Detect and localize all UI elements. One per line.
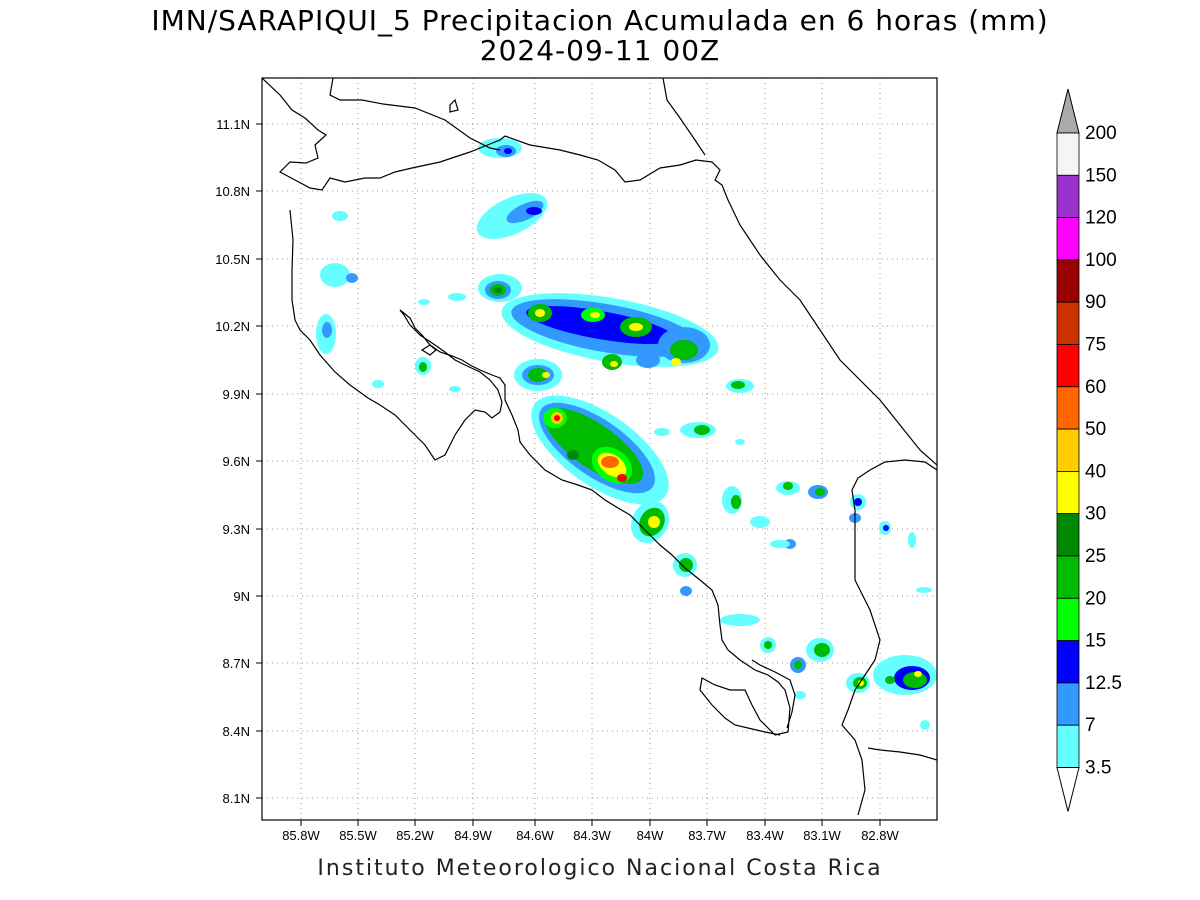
- colorbar-swatch: [1056, 513, 1080, 557]
- lat-label: 11.1N: [216, 117, 250, 132]
- colorbar-swatch: [1056, 428, 1080, 472]
- colorbar-level-label: 7: [1085, 715, 1096, 736]
- colorbar-level-label: 120: [1085, 208, 1117, 229]
- lon-label: 85.2W: [396, 828, 434, 843]
- lat-label: 10.8N: [215, 184, 250, 199]
- colorbar-swatch: [1056, 132, 1080, 176]
- colorbar-level-label: 90: [1085, 292, 1106, 313]
- lon-label: 85.5W: [339, 828, 377, 843]
- colorbar-swatch: [1056, 470, 1080, 515]
- colorbar-level-label: 50: [1085, 419, 1106, 440]
- lon-label: 84.9W: [454, 828, 492, 843]
- colorbar-top-cap: [1056, 88, 1080, 134]
- map-timestamp: 2024-09-11 00Z: [479, 34, 721, 67]
- lat-label: 9.9N: [223, 387, 250, 402]
- lon-label: 82.8W: [861, 828, 899, 843]
- lat-label: 9.6N: [223, 454, 250, 469]
- colorbar-level-label: 75: [1085, 335, 1106, 356]
- colorbar-swatch: [1056, 344, 1080, 388]
- colorbar-level-label: 25: [1085, 546, 1106, 567]
- colorbar-level-label: 3.5: [1085, 758, 1111, 779]
- lat-label: 8.1N: [223, 791, 250, 806]
- lon-label: 83.4W: [746, 828, 784, 843]
- colorbar-swatch: [1056, 386, 1080, 430]
- colorbar-bottom-cap: [1056, 767, 1080, 812]
- lon-label: 84.6W: [516, 828, 554, 843]
- lat-label: 9N: [233, 589, 250, 604]
- lon-label: 83.7W: [688, 828, 726, 843]
- colorbar-level-label: 40: [1085, 461, 1106, 482]
- colorbar-swatch: [1056, 217, 1080, 261]
- lat-label: 8.7N: [223, 656, 250, 671]
- lon-label: 85.8W: [282, 828, 320, 843]
- colorbar-legend: 200 150 120 100 90 75 60 50 40 30 25 20 15 12.5 7 3.5: [1056, 88, 1122, 812]
- colorbar-level-label: 150: [1085, 165, 1117, 186]
- colorbar-level-label: 60: [1085, 377, 1106, 398]
- lat-label: 8.4N: [223, 724, 250, 739]
- map-title: IMN/SARAPIQUI_5 Precipitacion Acumulada …: [151, 4, 1049, 37]
- colorbar-level-label: 200: [1085, 123, 1117, 144]
- colorbar-swatch: [1056, 724, 1080, 768]
- lat-label: 9.3N: [223, 522, 250, 537]
- colorbar-swatch: [1056, 174, 1080, 219]
- lat-label: 10.5N: [215, 252, 250, 267]
- axis-ticks: [256, 123, 881, 826]
- lat-label: 10.2N: [215, 319, 250, 334]
- colorbar-swatch: [1056, 640, 1080, 684]
- colorbar-level-label: 20: [1085, 588, 1106, 609]
- colorbar-level-label: 12.5: [1085, 673, 1122, 694]
- coastline-borders: [262, 78, 937, 816]
- precipitation-field: [316, 138, 937, 730]
- lon-label: 84W: [637, 828, 664, 843]
- colorbar-swatch: [1056, 597, 1080, 641]
- colorbar-swatch: [1056, 682, 1080, 726]
- colorbar-swatch: [1056, 259, 1080, 303]
- footer-credit: Instituto Meteorologico Nacional Costa R…: [317, 856, 883, 881]
- colorbar-level-label: 100: [1085, 250, 1117, 271]
- lon-label: 84.3W: [573, 828, 611, 843]
- longitude-labels: 85.8W 85.5W 85.2W 84.9W 84.6W 84.3W 84W …: [282, 828, 899, 843]
- latitude-labels: 11.1N 10.8N 10.5N 10.2N 9.9N 9.6N 9.3N 9…: [215, 117, 250, 806]
- lon-label: 83.1W: [803, 828, 841, 843]
- colorbar-swatch: [1056, 555, 1080, 599]
- colorbar-swatch: [1056, 301, 1080, 345]
- colorbar-level-label: 30: [1085, 504, 1106, 525]
- colorbar-level-label: 15: [1085, 631, 1106, 652]
